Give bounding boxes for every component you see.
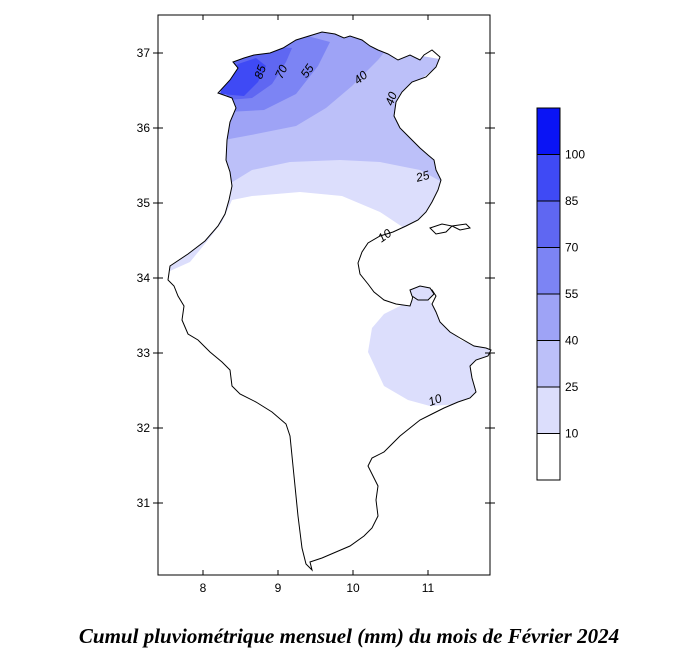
x-tick-label: 11 [422, 581, 435, 595]
contour-label-85: 85 [251, 63, 269, 81]
y-ticks [153, 52, 495, 504]
legend-label: 55 [565, 287, 579, 301]
y-tick-label: 31 [137, 496, 151, 510]
legend-swatch [536, 386, 561, 434]
contour-label-70: 70 [272, 63, 290, 81]
legend-swatch [536, 247, 561, 295]
y-tick-label: 35 [137, 196, 151, 210]
map-caption: Cumul pluviométrique mensuel (mm) du moi… [78, 624, 620, 648]
legend-label: 40 [565, 334, 579, 348]
legend-swatch [536, 433, 561, 481]
legend-swatch [536, 107, 561, 155]
legend-label: 10 [565, 427, 579, 441]
djerba-island [409, 285, 435, 301]
legend-swatch [536, 340, 561, 388]
legend-label: 70 [565, 241, 579, 255]
zone-10-25-south [368, 292, 491, 406]
tunisia-outline [167, 31, 492, 572]
legend-label: 85 [565, 194, 579, 208]
y-tick-label: 33 [137, 346, 151, 360]
x-tick-label: 9 [275, 581, 282, 595]
zone-85-100 [220, 58, 266, 96]
legend-swatch [536, 154, 561, 202]
x-tick-label: 8 [200, 581, 207, 595]
kerkennah-islands [429, 223, 472, 235]
legend-colorbar: 100 85 70 55 40 25 10 [536, 107, 585, 481]
legend-swatch [536, 200, 561, 248]
x-ticks [202, 15, 429, 575]
y-tick-label: 37 [137, 46, 151, 60]
contour-label-10: 10 [426, 391, 444, 409]
y-tick-label: 34 [137, 271, 151, 285]
y-tick-label: 36 [137, 121, 151, 135]
legend-swatch [536, 293, 561, 341]
contour-label-25: 25 [413, 168, 431, 185]
legend-label: 25 [565, 380, 579, 394]
y-tick-label: 32 [137, 421, 151, 435]
legend-label: 100 [565, 148, 585, 162]
contour-label-40: 40 [382, 90, 400, 108]
x-tick-label: 10 [346, 581, 360, 595]
